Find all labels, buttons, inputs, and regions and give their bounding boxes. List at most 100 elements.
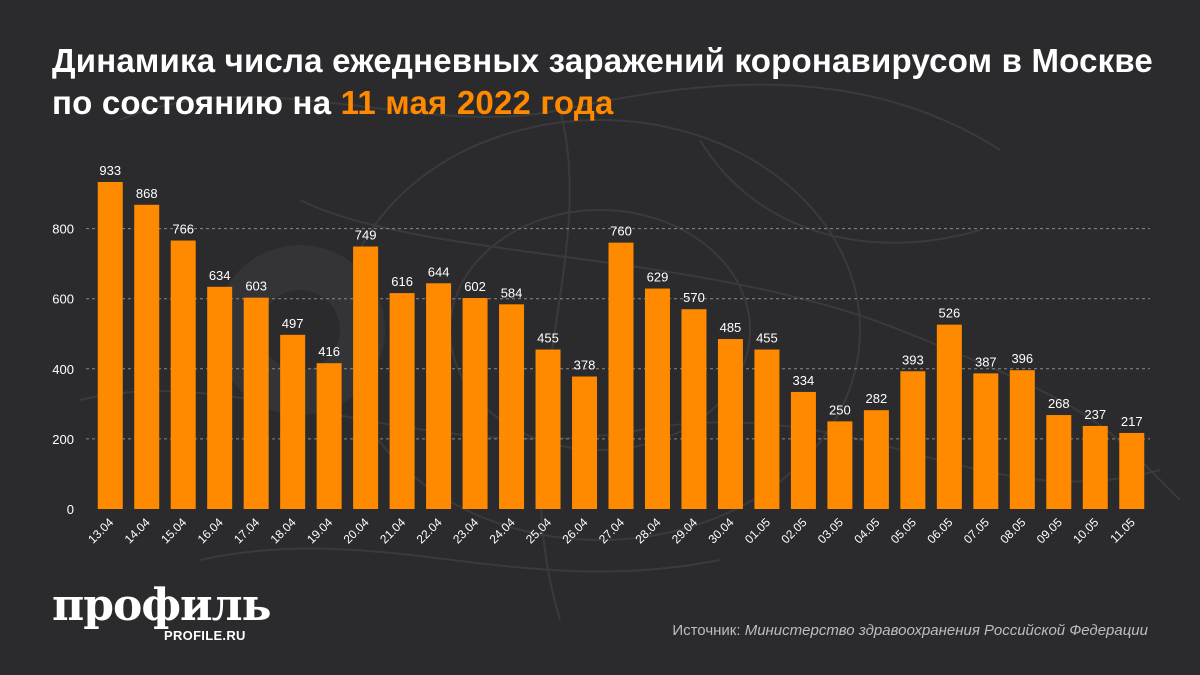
x-tick-label: 09.05 <box>1034 515 1065 546</box>
x-tick-label: 04.05 <box>851 515 882 546</box>
data-label: 217 <box>1121 414 1143 429</box>
data-label: 485 <box>720 320 742 335</box>
bar <box>863 410 889 509</box>
profile-logo: профиль PROFILE.RU <box>52 580 282 644</box>
bar <box>1119 432 1145 509</box>
source-label: Источник: <box>672 622 741 639</box>
data-label: 933 <box>99 163 121 178</box>
x-tick-label: 11.05 <box>1107 515 1138 546</box>
data-label: 455 <box>537 331 559 346</box>
x-tick-label: 24.04 <box>487 515 518 546</box>
data-label: 644 <box>428 264 450 279</box>
data-label: 602 <box>464 279 486 294</box>
source-note: Источник: Министерство здравоохранения Р… <box>672 622 1148 639</box>
x-tick-label: 17.04 <box>231 515 262 546</box>
x-tick-label: 25.04 <box>523 515 554 546</box>
x-tick-label: 08.05 <box>997 515 1028 546</box>
data-label: 749 <box>355 227 377 242</box>
title-main: Динамика числа ежедневных заражений коро… <box>52 42 1153 121</box>
bar <box>97 182 123 509</box>
x-tick-label: 13.04 <box>85 515 116 546</box>
bar <box>535 349 561 509</box>
bar <box>462 298 488 509</box>
x-tick-label: 30.04 <box>705 515 736 546</box>
bar <box>1046 415 1072 509</box>
x-tick-label: 26.04 <box>560 515 591 546</box>
data-label: 629 <box>647 270 669 285</box>
bar <box>353 246 379 509</box>
y-tick-label: 200 <box>52 432 74 447</box>
bar <box>608 242 634 510</box>
data-label: 616 <box>391 274 413 289</box>
data-label: 416 <box>318 344 340 359</box>
x-tick-label: 23.04 <box>450 515 481 546</box>
bar <box>973 373 999 509</box>
data-label: 237 <box>1084 407 1106 422</box>
data-label: 760 <box>610 224 632 239</box>
logo-text: профиль <box>52 580 272 631</box>
x-tick-label: 14.04 <box>122 515 153 546</box>
data-label: 603 <box>245 279 267 294</box>
x-tick-label: 22.04 <box>414 515 445 546</box>
bar <box>1082 425 1108 509</box>
data-label: 334 <box>793 373 815 388</box>
data-label: 868 <box>136 186 158 201</box>
data-label: 396 <box>1011 351 1033 366</box>
data-label: 570 <box>683 290 705 305</box>
bar <box>644 288 670 509</box>
title-date: 11 мая 2022 года <box>340 84 614 121</box>
data-label: 455 <box>756 331 778 346</box>
bar <box>754 349 780 509</box>
y-tick-label: 0 <box>67 502 74 517</box>
data-label: 282 <box>866 391 888 406</box>
x-tick-label: 06.05 <box>924 515 955 546</box>
x-tick-label: 16.04 <box>195 515 226 546</box>
bar <box>717 339 743 509</box>
bar <box>243 297 269 509</box>
bar <box>134 204 160 509</box>
data-label: 268 <box>1048 396 1070 411</box>
bar <box>207 286 233 509</box>
bar <box>572 376 598 509</box>
bar <box>170 240 196 509</box>
bar <box>316 363 342 509</box>
x-tick-label: 15.04 <box>158 515 189 546</box>
bar <box>426 283 452 509</box>
data-label: 387 <box>975 354 997 369</box>
bar <box>681 309 707 509</box>
data-label: 584 <box>501 285 523 300</box>
data-label: 766 <box>172 222 194 237</box>
source-value: Министерство здравоохранения Российской … <box>744 622 1148 639</box>
data-label: 497 <box>282 316 304 331</box>
x-tick-label: 21.04 <box>377 515 408 546</box>
x-tick-label: 28.04 <box>632 515 663 546</box>
x-tick-label: 02.05 <box>778 515 809 546</box>
y-tick-label: 600 <box>52 292 74 307</box>
x-tick-label: 18.04 <box>268 515 299 546</box>
x-tick-label: 05.05 <box>888 515 919 546</box>
data-label: 526 <box>938 306 960 321</box>
x-tick-label: 29.04 <box>669 515 700 546</box>
logo-url: PROFILE.RU <box>164 628 246 643</box>
bar <box>827 421 853 509</box>
bar <box>280 334 306 509</box>
x-tick-label: 20.04 <box>341 515 372 546</box>
x-tick-label: 27.04 <box>596 515 627 546</box>
x-tick-label: 01.05 <box>742 515 773 546</box>
chart-title: Динамика числа ежедневных заражений коро… <box>52 40 1162 124</box>
data-label: 250 <box>829 402 851 417</box>
y-tick-label: 400 <box>52 362 74 377</box>
x-tick-label: 19.04 <box>304 515 335 546</box>
bar <box>1009 370 1035 509</box>
bar <box>790 391 816 509</box>
x-tick-label: 10.05 <box>1070 515 1101 546</box>
bar <box>900 371 926 509</box>
data-label: 378 <box>574 358 596 373</box>
bar <box>936 324 962 509</box>
bar <box>389 293 415 509</box>
x-tick-label: 03.05 <box>815 515 846 546</box>
data-label: 634 <box>209 268 231 283</box>
x-tick-label: 07.05 <box>961 515 992 546</box>
y-tick-label: 800 <box>52 222 74 237</box>
